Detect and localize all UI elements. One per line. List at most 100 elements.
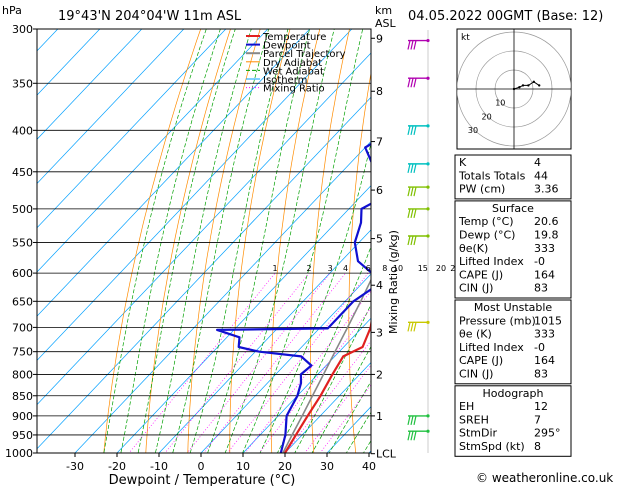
- unstable-table-row-value: 333: [534, 328, 555, 341]
- wind-barb-flag: [413, 235, 417, 246]
- wet-adiabat-lines: [103, 29, 371, 453]
- pressure-tick-label: 750: [12, 346, 33, 359]
- hpa-label: hPa: [2, 4, 22, 17]
- hodograph-table-row-value: 7: [534, 413, 541, 426]
- isotherm-line: [242, 317, 371, 453]
- hodograph-point: [521, 84, 525, 87]
- x-axis-label: Dewpoint / Temperature (°C): [109, 473, 296, 486]
- km-tick-label: LCL: [376, 448, 397, 461]
- temperature-tick-label: -10: [150, 460, 168, 473]
- mixing-ratio-tick-label: 8: [382, 264, 387, 273]
- parcel-trajectory-line: [282, 278, 371, 453]
- wind-barb-flag: [413, 415, 417, 426]
- unstable-table-row-value: 1015: [534, 314, 562, 327]
- wind-barb-flag: [407, 163, 411, 174]
- dry-adiabat-line: [229, 29, 291, 453]
- wind-barb-flag: [410, 78, 414, 88]
- hodograph-point: [512, 87, 516, 91]
- indices-table-row-label: PW (cm): [459, 183, 505, 196]
- mixing-ratio-tick-label: 20: [436, 264, 446, 273]
- pressure-tick-label: 700: [12, 321, 33, 334]
- wind-barb-flag: [413, 163, 417, 174]
- surface-table-row-value: 20.6: [534, 215, 559, 228]
- unstable-table-row-value: 164: [534, 354, 555, 367]
- wind-barb-flag: [413, 186, 417, 197]
- isotherm-line: [37, 29, 185, 185]
- isotherm-line: [37, 96, 371, 450]
- mixing-ratio-labels: 12346810152025: [273, 264, 461, 273]
- isotherm-line: [37, 29, 269, 273]
- isotherm-line: [200, 273, 371, 453]
- wind-barb-flag: [410, 186, 414, 197]
- mixing-ratio-line: [128, 272, 276, 453]
- wind-barb-dot: [426, 207, 430, 211]
- pressure-tick-label: 400: [12, 124, 33, 137]
- hodograph-table-title: Hodograph: [483, 387, 544, 400]
- pressure-tick-label: 500: [12, 203, 33, 216]
- surface-table-row-label: CIN (J): [459, 282, 493, 295]
- dry-adiabat-line: [348, 71, 371, 453]
- unstable-table-row-label: CIN (J): [459, 368, 493, 381]
- indices-table-row-value: 44: [534, 169, 548, 182]
- temperature-axis: -30 -20 -10 0 10 20 30 40: [66, 453, 376, 473]
- temperature-tick-label: 0: [198, 460, 205, 473]
- location-title: 19°43'N 204°04'W 11m ASL: [58, 9, 242, 24]
- wind-barb-dot: [426, 414, 430, 418]
- hodograph-table-row-label: StmDir: [459, 427, 498, 440]
- wet-adiabat-line: [189, 29, 289, 453]
- isotherm-line: [37, 29, 353, 361]
- hodograph-point: [532, 80, 535, 84]
- wind-barb-flag: [407, 40, 411, 50]
- km-tick-label: 9: [376, 32, 383, 45]
- mixing-ratio-tick-label: 15: [418, 264, 428, 273]
- isotherm-line: [116, 185, 371, 453]
- unstable-table-row-label: θe (K): [459, 328, 492, 341]
- hodograph-table-row-value: 295°: [534, 427, 561, 440]
- wet-adiabat-line: [137, 29, 236, 453]
- wind-barb-flag: [407, 431, 411, 441]
- unstable-table-row-label: CAPE (J): [459, 354, 503, 367]
- surface-table-box: [454, 200, 572, 299]
- surface-table-row-label: Dewp (°C): [459, 229, 515, 242]
- wind-barb-flag: [413, 322, 417, 332]
- pressure-tick-label: 850: [12, 390, 33, 403]
- wind-barb-flag: [407, 235, 411, 246]
- mixing-ratio-tick-label: 6: [366, 264, 371, 273]
- unstable-table-row-value: 83: [534, 368, 548, 381]
- pressure-tick-label: 800: [12, 368, 33, 381]
- wet-adiabat-line: [242, 29, 364, 453]
- dry-adiabat-line: [270, 29, 321, 453]
- surface-table-row-label: CAPE (J): [459, 268, 503, 281]
- pressure-tick-label: 950: [12, 429, 33, 442]
- mixing-ratio-tick-label: 1: [273, 264, 278, 273]
- mixing-ratio-tick-label: 10: [393, 264, 403, 273]
- temperature-tick-label: 30: [320, 460, 334, 473]
- legend-label: Dry Adiabat: [263, 58, 322, 69]
- mixing-ratio-line: [164, 272, 310, 453]
- wet-adiabat-line: [154, 29, 252, 453]
- mixing-ratio-line: [203, 272, 346, 453]
- wind-barb-flag: [407, 208, 411, 219]
- pressure-tick-label: 650: [12, 295, 33, 308]
- hodograph-table-row-value: 12: [534, 400, 548, 413]
- wind-barb-flag: [410, 431, 414, 441]
- wind-barb-flag: [413, 431, 417, 441]
- km-tick-label: 7: [376, 136, 383, 149]
- dry-adiabat-line: [310, 29, 350, 453]
- dry-adiabat-line: [187, 29, 261, 453]
- wet-adiabat-line: [172, 29, 270, 453]
- dry-adiabat-line: [422, 5, 443, 471]
- wind-barb-flag: [413, 208, 417, 219]
- mixing-ratio-line: [285, 340, 371, 453]
- indices-table-row-label: Totals Totals: [458, 169, 526, 182]
- mixing-ratio-line: [227, 272, 369, 453]
- legend-label: Temperature: [262, 32, 326, 43]
- wind-barb-flag: [410, 40, 414, 50]
- wind-barb-flag: [410, 125, 414, 136]
- dewpoint-line: [216, 142, 371, 453]
- wind-barb-flag: [407, 186, 411, 197]
- isotherm-line: [158, 229, 371, 453]
- pressure-tick-label: 600: [12, 267, 33, 280]
